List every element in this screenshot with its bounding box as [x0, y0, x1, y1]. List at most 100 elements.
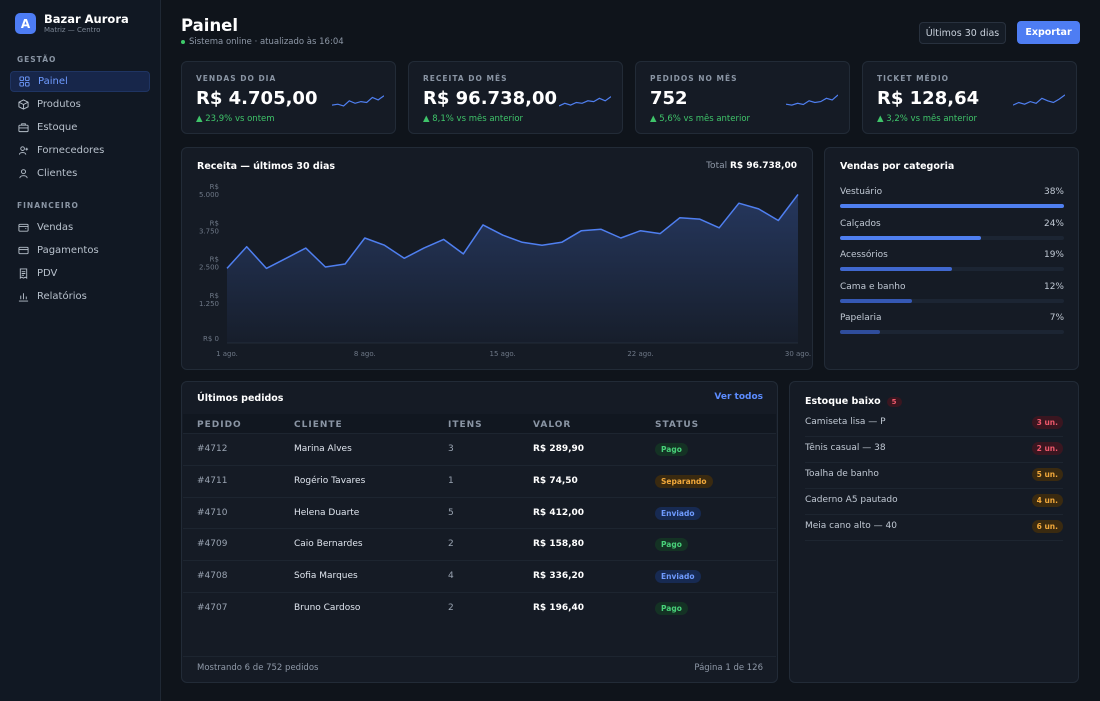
category-row[interactable]: Vestuário 38% — [840, 187, 1064, 208]
category-card: Vendas por categoria Vestuário 38% Calçado… — [824, 147, 1079, 370]
kpi-value: 752 — [650, 88, 688, 109]
sidebar-item-relatorios[interactable]: Relatórios — [10, 286, 150, 307]
brand-logo: A — [15, 13, 36, 34]
nav-section-title: FINANCEIRO — [17, 201, 79, 210]
low-stock-title-text: Estoque baixo — [805, 396, 881, 407]
low-stock-count-badge: 5 — [886, 396, 902, 407]
table-row[interactable]: #4710 Helena Duarte 5 R$ 412,00 Enviado — [183, 496, 776, 529]
order-value: R$ 289,90 — [533, 444, 585, 454]
column-header-status[interactable]: STATUS — [655, 420, 700, 430]
low-stock-item[interactable]: Toalha de banho 5 un. — [805, 463, 1063, 489]
revenue-chart: R$ 5.000 R$ 3.750 R$ 2.500 R$ 1.250 R$ 0 1 ago. 8 … — [199, 183, 811, 358]
revenue-total-label: Total — [706, 161, 728, 171]
order-id[interactable]: #4709 — [197, 539, 228, 550]
status-badge: Enviado — [655, 506, 701, 520]
category-row[interactable]: Calçados 24% — [840, 218, 1064, 240]
orders-footer-divider — [183, 656, 776, 657]
category-percent: 24% — [1043, 218, 1064, 229]
sidebar-item-estoque[interactable]: Estoque — [10, 117, 150, 138]
category-title: Vendas por categoria — [840, 161, 955, 172]
column-header-items[interactable]: ITENS — [448, 420, 483, 430]
kpi-card[interactable]: PEDIDOS NO MÊS 752 ▲ 5,6% vs mês anterior — [635, 61, 850, 134]
order-id[interactable]: #4712 — [197, 444, 228, 454]
low-stock-item[interactable]: Caderno A5 pautado 4 un. — [805, 489, 1063, 515]
kpi-sparkline — [332, 95, 384, 107]
sidebar-item-clientes[interactable]: Clientes — [10, 163, 150, 184]
category-row[interactable]: Papelaria 7% — [840, 313, 1064, 334]
order-client: Bruno Cardoso — [294, 603, 361, 613]
low-stock-item[interactable]: Meia cano alto — 40 6 un. — [805, 515, 1063, 541]
order-id[interactable]: #4710 — [197, 507, 228, 518]
sidebar-item-label: Fornecedores — [37, 145, 105, 156]
kpi-sparkline — [559, 96, 611, 107]
category-name: Calçados — [840, 218, 881, 229]
kpi-label: TICKET MÉDIO — [877, 74, 950, 83]
low-stock-item[interactable]: Tênis casual — 38 2 un. — [805, 437, 1063, 463]
brand[interactable]: A Bazar Aurora Matriz — Centro — [15, 13, 129, 34]
kpi-change: ▲ 3,2% vs mês anterior — [877, 114, 978, 124]
status-cell: Pago — [655, 538, 688, 552]
category-percent: 7% — [1049, 313, 1064, 323]
sidebar-item-pagamentos[interactable]: Pagamentos — [10, 240, 150, 261]
order-id[interactable]: #4711 — [197, 475, 228, 486]
sidebar-item-pdv[interactable]: PDV — [10, 263, 150, 284]
view-all-orders-link[interactable]: Ver todos — [714, 392, 763, 402]
sidebar-item-produtos[interactable]: Produtos — [10, 94, 150, 115]
column-header-order[interactable]: PEDIDO — [197, 420, 242, 430]
low-stock-item[interactable]: Camiseta lisa — P 3 un. — [805, 411, 1063, 437]
sidebar-item-fornecedores[interactable]: Fornecedores — [10, 140, 150, 161]
orders-title: Últimos pedidos — [197, 393, 284, 404]
kpi-sparkline — [1013, 94, 1065, 106]
category-bar-track — [840, 267, 1064, 271]
kpi-value: R$ 4.705,00 — [196, 88, 318, 109]
online-dot-icon — [181, 40, 185, 44]
order-items: 1 — [448, 475, 454, 486]
revenue-total-value: R$ 96.738,00 — [730, 161, 797, 171]
kpi-card[interactable]: TICKET MÉDIO R$ 128,64 ▲ 3,2% vs mês anter… — [862, 61, 1077, 134]
table-row[interactable]: #4709 Caio Bernardes 2 R$ 158,80 Pago — [183, 528, 776, 560]
status-text: Sistema online · atualizado às 16:04 — [189, 37, 344, 47]
revenue-card: Receita — últimos 30 dias Total R$ 96.73… — [181, 147, 813, 370]
date-range-button[interactable]: Últimos 30 dias — [919, 22, 1006, 44]
stock-qty-badge: 3 un. — [1031, 416, 1063, 429]
sidebar-item-label: Painel — [38, 76, 68, 87]
order-id[interactable]: #4708 — [197, 571, 228, 582]
export-button[interactable]: Exportar — [1017, 21, 1080, 44]
table-row[interactable]: #4712 Marina Alves 3 R$ 289,90 Pago — [183, 433, 776, 465]
category-row[interactable]: Cama e banho 12% — [840, 282, 1064, 303]
kpi-label: VENDAS DO DIA — [196, 74, 277, 83]
kpi-card[interactable]: VENDAS DO DIA R$ 4.705,00 ▲ 23,9% vs ontem — [181, 61, 396, 134]
box-icon — [18, 99, 29, 110]
y-tick-label: R$ 1.250 — [199, 292, 219, 308]
status-badge: Enviado — [655, 570, 701, 584]
kpi-card[interactable]: RECEITA DO MÊS R$ 96.738,00 ▲ 8,1% vs mês … — [408, 61, 623, 134]
wallet-icon — [18, 222, 29, 233]
sparkline-line — [786, 94, 838, 106]
briefcase-icon — [18, 122, 29, 133]
table-row[interactable]: #4711 Rogério Tavares 1 R$ 74,50 Separando — [183, 464, 776, 497]
category-row[interactable]: Acessórios 19% — [840, 250, 1064, 271]
order-items: 2 — [448, 539, 454, 550]
table-row[interactable]: #4707 Bruno Cardoso 2 R$ 196,40 Pago — [183, 592, 776, 624]
brand-name: Bazar Aurora — [44, 12, 129, 26]
card-icon — [18, 245, 29, 256]
stock-item-name: Toalha de banho — [805, 469, 879, 479]
order-value: R$ 196,40 — [533, 603, 585, 613]
category-bar-fill — [840, 267, 952, 271]
sidebar-item-vendas[interactable]: Vendas — [10, 217, 150, 238]
orders-card: Últimos pedidos Ver todos PEDIDO CLIENTE… — [181, 381, 778, 683]
category-bar-track — [840, 204, 1064, 208]
column-header-client[interactable]: CLIENTE — [294, 420, 343, 430]
order-id[interactable]: #4707 — [197, 603, 228, 613]
table-row[interactable]: #4708 Sofia Marques 4 R$ 336,20 Enviado — [183, 560, 776, 592]
y-tick-label: R$ 5.000 — [199, 183, 219, 199]
stock-qty-badge: 2 un. — [1031, 442, 1063, 455]
kpi-label: PEDIDOS NO MÊS — [650, 74, 738, 83]
column-header-value[interactable]: VALOR — [533, 420, 572, 430]
x-tick-label: 22 ago. — [627, 350, 653, 358]
kpi-change: ▲ 23,9% vs ontem — [196, 114, 275, 124]
sidebar-item-painel[interactable]: Painel — [10, 71, 150, 92]
page-title: Painel — [181, 16, 239, 35]
grid-icon — [19, 76, 30, 87]
status-cell: Enviado — [655, 506, 701, 520]
